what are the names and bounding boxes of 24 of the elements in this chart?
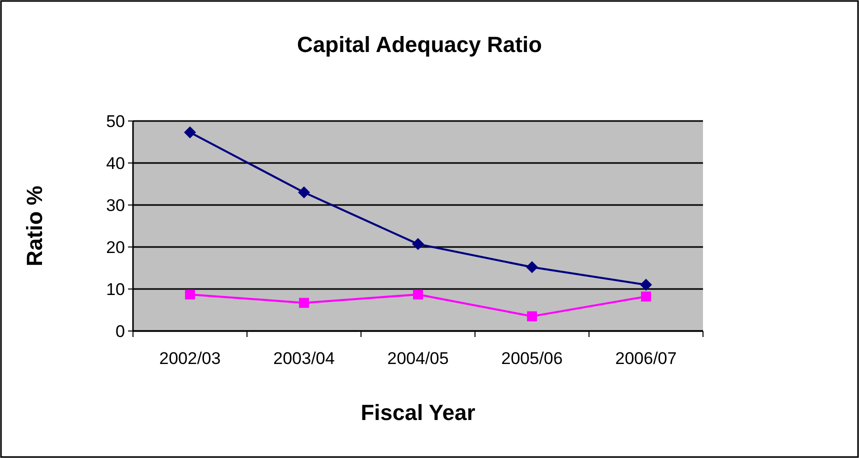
x-tick-label: 2005/06 — [501, 349, 563, 368]
point — [640, 278, 652, 291]
x-tick-label: 2002/03 — [159, 349, 221, 368]
point — [527, 311, 537, 322]
x-tick-label: 2003/04 — [273, 349, 335, 368]
point — [298, 186, 310, 198]
y-tick-label: 50 — [106, 112, 125, 131]
x-axis-title: Fiscal Year — [360, 400, 476, 425]
x-tick-label: 2004/05 — [387, 349, 449, 368]
point — [185, 289, 195, 300]
y-tick-label: 20 — [106, 238, 125, 257]
point — [526, 261, 538, 274]
x-tick-label: 2006/07 — [615, 349, 677, 368]
point — [299, 298, 309, 308]
y-tick-label: 40 — [106, 154, 125, 173]
y-axis-title: Ratio % — [22, 186, 47, 266]
y-tick-label: 0 — [116, 322, 125, 341]
point — [184, 126, 196, 138]
point — [412, 238, 424, 250]
y-tick-label: 10 — [106, 280, 125, 299]
y-tick-label: 30 — [106, 196, 125, 215]
point — [641, 292, 651, 302]
chart-title: Capital Adequacy Ratio — [297, 32, 542, 57]
point — [413, 289, 423, 300]
